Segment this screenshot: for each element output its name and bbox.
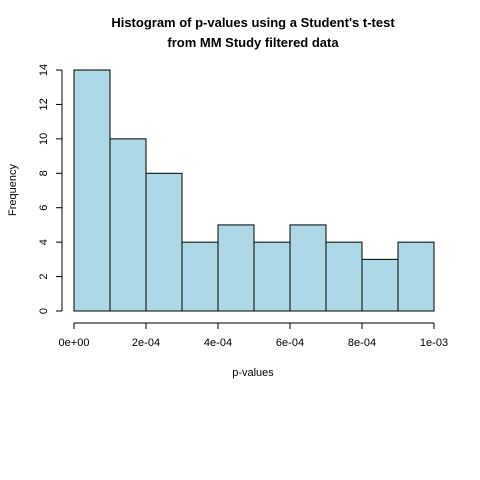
x-tick-label: 6e-04 xyxy=(276,337,304,349)
x-tick-label: 8e-04 xyxy=(348,337,376,349)
x-axis: 0e+00 2e-04 4e-04 6e-04 8e-04 1e-03 xyxy=(59,322,448,349)
x-tick-label: 1e-03 xyxy=(420,337,448,349)
y-tick-label: 10 xyxy=(38,133,50,145)
y-axis-label: Frequency xyxy=(7,164,19,216)
y-tick-label: 6 xyxy=(38,205,50,211)
x-tick-label: 4e-04 xyxy=(204,337,232,349)
histogram-bar xyxy=(253,241,291,312)
x-axis-label: p-values xyxy=(232,367,274,379)
x-tick-label: 0e+00 xyxy=(59,337,90,349)
y-tick-label: 8 xyxy=(38,170,50,176)
histogram-bar xyxy=(181,241,219,312)
y-tick-label: 2 xyxy=(38,274,50,280)
histogram-bar xyxy=(325,241,363,312)
bars-group xyxy=(73,69,435,312)
histogram-bar xyxy=(217,224,255,312)
histogram-bar xyxy=(73,69,111,312)
chart-title-line2: from MM Study filtered data xyxy=(167,35,339,50)
y-tick-label: 12 xyxy=(38,98,50,110)
y-tick-label: 0 xyxy=(38,308,50,314)
y-tick-label: 4 xyxy=(38,239,50,245)
histogram-bar xyxy=(109,138,147,312)
histogram-bar xyxy=(361,258,399,312)
histogram-bar xyxy=(397,241,435,312)
histogram-bar xyxy=(289,224,327,312)
chart-title-line1: Histogram of p-values using a Student's … xyxy=(111,15,395,30)
y-axis: 0 2 4 6 8 10 12 14 xyxy=(38,64,63,314)
histogram-bar xyxy=(145,172,183,312)
x-tick-label: 2e-04 xyxy=(132,337,160,349)
y-tick-label: 14 xyxy=(38,64,50,76)
